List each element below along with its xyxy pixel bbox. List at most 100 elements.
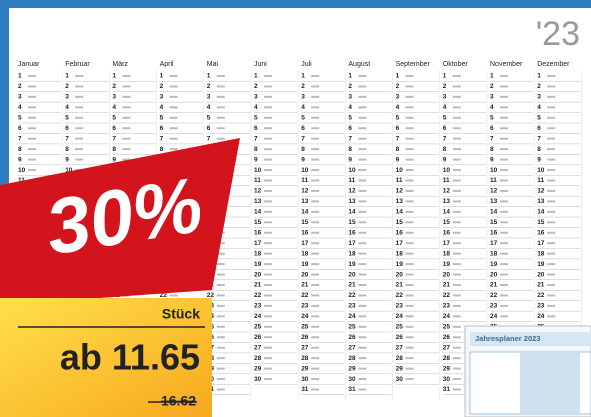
day-number: 24 <box>443 313 451 320</box>
day-number: 2 <box>396 83 400 90</box>
weekday-placeholder <box>122 85 130 87</box>
day-number: 5 <box>112 115 116 122</box>
weekday-placeholder <box>311 85 319 87</box>
weekday-placeholder <box>264 294 272 296</box>
weekday-placeholder <box>75 127 83 129</box>
weekday-placeholder <box>453 347 461 349</box>
weekday-placeholder <box>75 148 83 150</box>
day-number: 6 <box>301 125 305 132</box>
weekday-placeholder <box>406 274 414 276</box>
weekday-placeholder <box>75 138 83 140</box>
day-number: 13 <box>301 198 309 205</box>
day-number: 31 <box>348 386 356 393</box>
day-number: 19 <box>490 261 498 268</box>
day-number: 27 <box>254 344 262 351</box>
price: ab 11.65 <box>60 337 200 378</box>
day-number: 19 <box>254 261 262 268</box>
weekday-placeholder <box>406 96 414 98</box>
day-number: 23 <box>254 303 262 310</box>
day-number: 15 <box>348 219 356 226</box>
day-number: 15 <box>443 219 451 226</box>
weekday-placeholder <box>406 106 414 108</box>
weekday-placeholder <box>170 75 178 77</box>
weekday-placeholder <box>500 190 508 192</box>
day-number: 22 <box>443 292 451 299</box>
day-number: 1 <box>396 73 400 80</box>
weekday-placeholder <box>264 232 272 234</box>
day-number: 3 <box>396 94 400 101</box>
day-number: 12 <box>301 188 309 195</box>
day-number: 12 <box>443 188 451 195</box>
day-number: 1 <box>65 73 69 80</box>
day-number: 9 <box>301 156 305 163</box>
weekday-placeholder <box>406 169 414 171</box>
weekday-placeholder <box>453 242 461 244</box>
day-number: 15 <box>301 219 309 226</box>
day-number: 7 <box>65 135 69 142</box>
weekday-placeholder <box>453 200 461 202</box>
weekday-placeholder <box>547 127 555 129</box>
day-number: 8 <box>18 146 22 153</box>
weekday-placeholder <box>406 326 414 328</box>
day-number: 16 <box>396 229 404 236</box>
weekday-placeholder <box>358 180 366 182</box>
day-number: 25 <box>443 324 451 331</box>
day-number: 17 <box>348 240 356 247</box>
weekday-placeholder <box>264 274 272 276</box>
day-number: 26 <box>396 334 404 341</box>
day-number: 12 <box>396 188 404 195</box>
weekday-placeholder <box>358 242 366 244</box>
day-number: 21 <box>490 282 498 289</box>
weekday-placeholder <box>217 294 225 296</box>
day-number: 1 <box>254 73 258 80</box>
weekday-placeholder <box>358 326 366 328</box>
weekday-placeholder <box>311 357 319 359</box>
weekday-placeholder <box>500 159 508 161</box>
weekday-placeholder <box>75 75 83 77</box>
weekday-placeholder <box>500 274 508 276</box>
weekday-placeholder <box>264 85 272 87</box>
day-number: 17 <box>537 240 545 247</box>
weekday-placeholder <box>264 357 272 359</box>
thumbnail-highlight <box>520 352 580 414</box>
day-number: 27 <box>443 344 451 351</box>
day-number: 14 <box>301 209 309 216</box>
weekday-placeholder <box>453 117 461 119</box>
weekday-placeholder <box>358 274 366 276</box>
weekday-placeholder <box>217 106 225 108</box>
day-number: 25 <box>254 324 262 331</box>
weekday-placeholder <box>311 368 319 370</box>
day-number: 8 <box>112 146 116 153</box>
weekday-placeholder <box>122 75 130 77</box>
weekday-placeholder <box>500 232 508 234</box>
month-name: Mai <box>207 61 219 68</box>
weekday-placeholder <box>170 117 178 119</box>
weekday-placeholder <box>311 117 319 119</box>
day-number: 8 <box>65 146 69 153</box>
weekday-placeholder <box>311 242 319 244</box>
day-number: 6 <box>112 125 116 132</box>
day-number: 26 <box>443 334 451 341</box>
day-number: 6 <box>160 125 164 132</box>
weekday-placeholder <box>217 274 225 276</box>
weekday-placeholder <box>453 96 461 98</box>
weekday-placeholder <box>217 336 225 338</box>
weekday-placeholder <box>264 347 272 349</box>
day-number: 1 <box>112 73 116 80</box>
day-number: 30 <box>348 376 356 383</box>
day-number: 20 <box>490 271 498 278</box>
weekday-placeholder <box>500 106 508 108</box>
day-number: 3 <box>490 94 494 101</box>
weekday-placeholder <box>453 159 461 161</box>
day-number: 7 <box>490 135 494 142</box>
day-number: 7 <box>207 135 211 142</box>
weekday-placeholder <box>311 127 319 129</box>
weekday-placeholder <box>453 368 461 370</box>
day-number: 7 <box>396 135 400 142</box>
weekday-placeholder <box>358 148 366 150</box>
weekday-placeholder <box>170 294 178 296</box>
day-number: 5 <box>18 115 22 122</box>
weekday-placeholder <box>358 315 366 317</box>
weekday-placeholder <box>28 127 36 129</box>
day-number: 5 <box>490 115 494 122</box>
